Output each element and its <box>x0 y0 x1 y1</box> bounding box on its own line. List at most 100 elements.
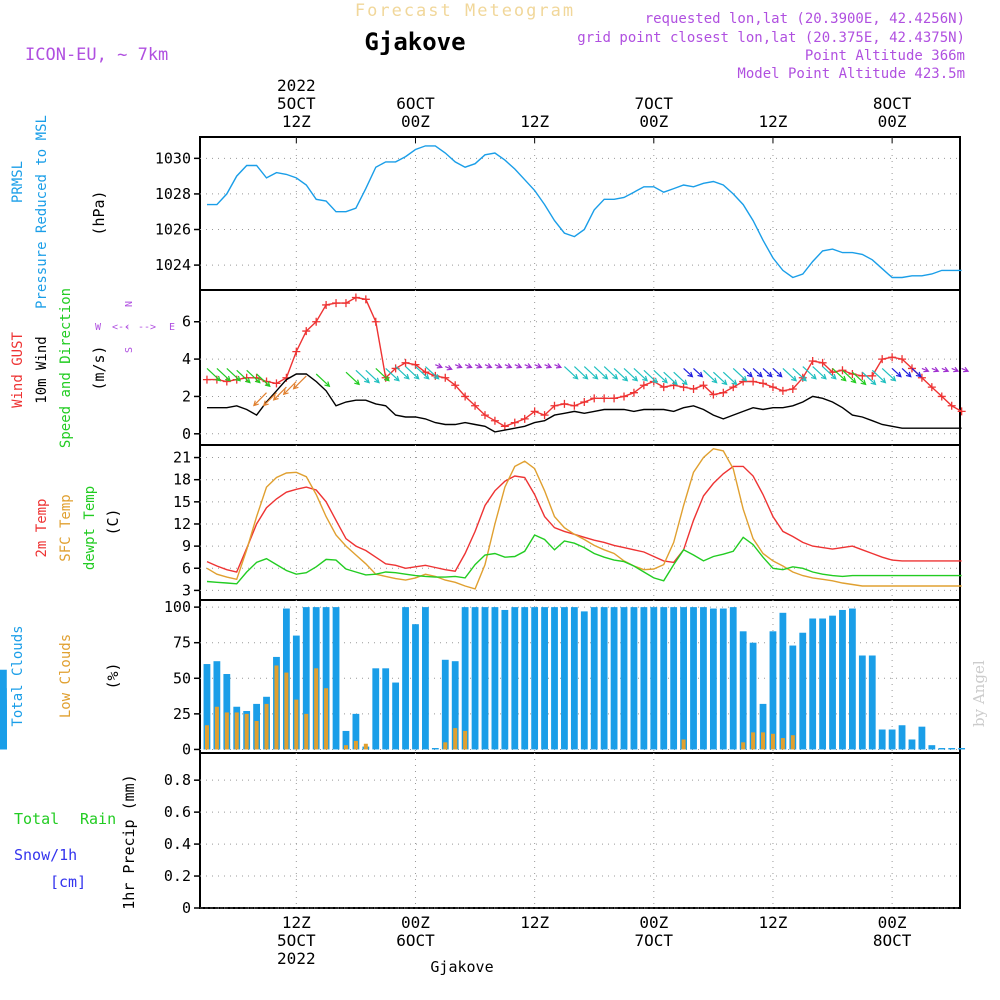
y-tick-label: 1030 <box>155 149 191 167</box>
wind-direction-arrow <box>603 366 619 380</box>
low-cloud-bar <box>324 688 329 750</box>
total-cloud-bar <box>213 661 221 750</box>
total-cloud-bar <box>620 607 628 750</box>
gust-marker <box>709 390 718 399</box>
gust-marker <box>818 358 827 367</box>
y-tick-label: 21 <box>173 449 191 467</box>
temp-sfc-label: SFC Temp <box>58 494 74 561</box>
panel-frame <box>199 136 961 291</box>
total-cloud-bar <box>302 607 310 750</box>
total-cloud-bar <box>779 612 787 750</box>
wind-direction-arrow <box>385 367 400 382</box>
total-cloud-bar <box>342 730 350 750</box>
wind-direction-arrow <box>355 369 371 384</box>
total-cloud-bar <box>878 729 886 750</box>
gust-marker <box>917 373 926 382</box>
wind-dir-label: Speed and Direction <box>58 288 74 448</box>
total-cloud-bar <box>938 748 946 750</box>
y-tick-label: 2 <box>182 387 191 405</box>
top-time-label: 12Z <box>282 112 311 131</box>
low-cloud-bar <box>314 668 319 750</box>
gust-marker <box>560 399 569 408</box>
wind-direction-arrow <box>593 366 609 380</box>
gust-marker <box>957 407 966 416</box>
total-cloud-bar <box>749 642 757 750</box>
bottom-time-label: 00Z <box>878 913 907 932</box>
series-line-2 <box>206 534 962 585</box>
wind-direction-arrow <box>832 367 847 382</box>
gust-marker <box>351 293 360 302</box>
gust-marker <box>759 379 768 388</box>
panel-2: 0 2 4 6 <box>182 290 966 446</box>
wind-direction-arrow <box>464 363 473 369</box>
wind-direction-arrow <box>282 381 297 396</box>
gust-marker <box>838 366 847 375</box>
total-cloud-bar <box>769 631 777 750</box>
gust-marker <box>778 386 787 395</box>
gust-marker <box>927 383 936 392</box>
wind-direction-arrow <box>822 366 837 380</box>
total-cloud-bar <box>868 655 876 750</box>
bottom-time-label: 00Z <box>639 913 668 932</box>
gust-marker <box>451 381 460 390</box>
total-cloud-bar <box>422 607 429 750</box>
header-title: Forecast Meteogram <box>355 1 575 21</box>
total-cloud-bar <box>849 608 856 750</box>
total-cloud-bar <box>352 713 360 750</box>
y-tick-label: 15 <box>173 493 191 511</box>
total-cloud-bar <box>491 607 499 750</box>
total-cloud-bar <box>501 609 509 750</box>
total-cloud-bar <box>223 674 231 750</box>
wind-direction-arrow <box>722 371 738 386</box>
low-cloud-bar <box>770 733 775 750</box>
total-cloud-bar <box>471 607 479 750</box>
gust-marker <box>659 383 668 392</box>
precip-rain-label: Rain <box>80 810 116 828</box>
model-altitude: Model Point Altitude 423.5m <box>737 66 965 82</box>
gust-marker <box>490 416 499 425</box>
gust-marker <box>629 388 638 397</box>
wind-direction-arrow <box>752 367 763 378</box>
total-cloud-bar <box>0 688 7 750</box>
wind-direction-arrow <box>424 366 440 380</box>
total-cloud-bar <box>799 632 807 750</box>
wind-direction-arrow <box>613 367 629 382</box>
total-cloud-bar <box>481 607 489 750</box>
top-time-label: 12Z <box>520 112 549 131</box>
gust-marker <box>719 388 728 397</box>
wind-direction-arrow <box>901 367 912 378</box>
series-line-0 <box>206 465 962 573</box>
low-cloud-bar <box>214 706 219 750</box>
wind-direction-arrow <box>253 392 267 407</box>
gust-marker <box>898 355 907 364</box>
low-cloud-bar <box>224 712 229 750</box>
wind-direction-arrow <box>435 363 443 369</box>
wind-direction-arrow <box>454 363 463 369</box>
low-cloud-bar <box>353 740 358 750</box>
top-time-label: 2022 <box>277 76 316 95</box>
precip-axis-label: 1hr Precip (mm) <box>120 774 138 909</box>
total-cloud-bar <box>739 631 747 750</box>
y-tick-label: 0.2 <box>164 867 191 885</box>
low-cloud-bar <box>304 713 309 750</box>
wind-direction-arrow <box>494 363 503 369</box>
panel-frame <box>199 752 961 909</box>
total-cloud-bar <box>402 607 409 750</box>
gust-marker <box>550 401 559 410</box>
total-cloud-bar <box>551 607 558 750</box>
gust-marker <box>858 371 867 380</box>
precip-total-label: Total <box>14 810 59 828</box>
total-cloud-bar <box>640 607 648 750</box>
total-cloud-bar <box>0 745 7 750</box>
total-cloud-bar <box>729 607 737 750</box>
wind-direction-arrow <box>861 371 877 386</box>
wind-direction-arrow <box>653 369 668 384</box>
total-cloud-bar <box>819 618 827 750</box>
total-cloud-bar <box>322 607 330 750</box>
top-time-label: 00Z <box>639 112 668 131</box>
top-time-label: 00Z <box>878 112 907 131</box>
temp-dewpt-label: dewpt Temp <box>82 486 98 570</box>
temp-2m-label: 2m Temp <box>34 498 50 557</box>
wind-direction-arrow <box>236 369 251 384</box>
gust-marker <box>620 392 629 401</box>
